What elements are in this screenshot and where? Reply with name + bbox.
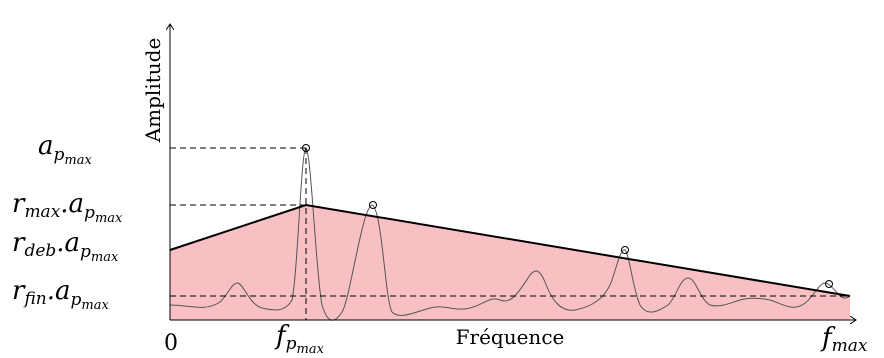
tick-f-max: fmax bbox=[820, 323, 868, 356]
x-axis-title: Fréquence bbox=[456, 325, 565, 349]
svg-text:rdeb.apmax: rdeb.apmax bbox=[12, 228, 119, 265]
peak-marker bbox=[825, 280, 833, 288]
svg-text:fmax: fmax bbox=[820, 323, 868, 356]
svg-text:rmax.apmax: rmax.apmax bbox=[12, 189, 123, 226]
label-rmax-apmax: rmax.apmax bbox=[12, 189, 123, 226]
label-rfin-apmax: rfin.apmax bbox=[12, 276, 109, 313]
peak-marker bbox=[302, 144, 310, 152]
origin-label: 0 bbox=[164, 331, 178, 356]
peak-marker bbox=[369, 201, 377, 209]
peak-marker bbox=[621, 246, 629, 254]
tick-f-pmax: fpmax bbox=[274, 321, 325, 357]
label-a-pmax: apmax bbox=[38, 131, 92, 168]
svg-text:rfin.apmax: rfin.apmax bbox=[12, 276, 109, 313]
label-rdeb-apmax: rdeb.apmax bbox=[12, 228, 119, 265]
spectrum-curve bbox=[169, 147, 851, 321]
envelope-area bbox=[170, 205, 850, 320]
y-axis-title: Amplitude bbox=[141, 38, 165, 144]
svg-text:apmax: apmax bbox=[38, 131, 92, 168]
svg-text:fpmax: fpmax bbox=[274, 321, 325, 357]
